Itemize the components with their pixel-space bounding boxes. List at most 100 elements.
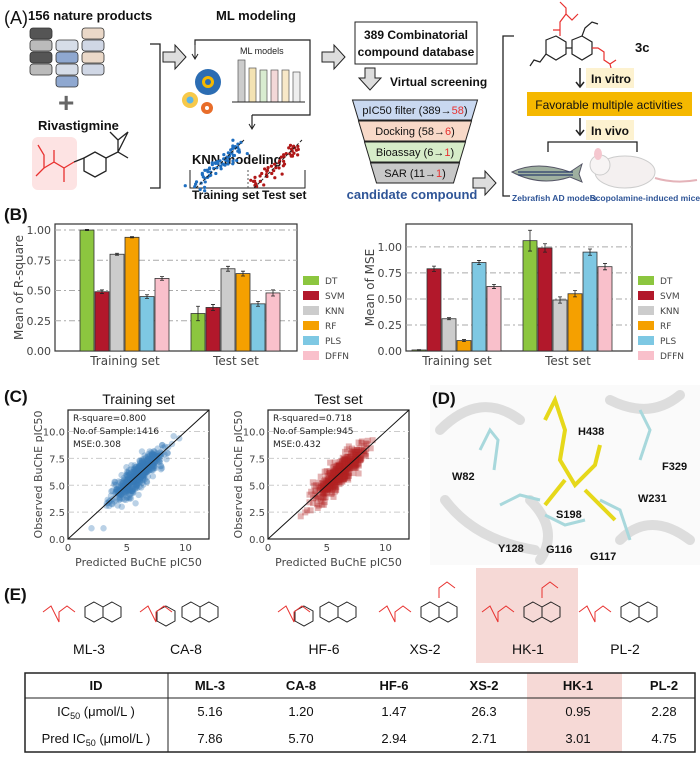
data-point [141,472,148,480]
data-point [141,462,148,469]
table-header: ML-3 [195,678,225,693]
data-point [344,475,351,482]
data-point [340,464,347,471]
data-point [326,482,333,489]
error-bar [528,229,532,252]
data-point [336,466,343,473]
data-point [297,513,304,520]
data-point [335,461,342,468]
data-point [332,476,339,483]
residue-label: W231 [638,493,667,505]
database-disk [81,39,105,52]
data-point [351,464,358,471]
data-point [355,456,362,463]
data-point [324,472,331,479]
data-point [316,485,323,492]
row-label-text: Pred IC [42,731,86,746]
data-point [347,464,354,471]
data-point [320,495,327,502]
funnel-step-count: 1 [436,168,442,180]
knn-test-point [272,169,276,173]
data-point [141,471,148,479]
data-point [341,455,348,462]
data-point [326,485,333,492]
data-point [139,462,146,470]
data-point [126,480,133,487]
data-point [125,486,132,494]
y-tick-label: 0.50 [378,293,403,306]
data-point [137,462,144,470]
data-point [124,469,132,476]
data-point [136,483,143,490]
data-point [143,457,151,464]
funnel-step [369,162,461,184]
data-point [130,474,138,481]
ring [620,601,640,623]
data-point [358,449,365,456]
data-point [345,458,352,465]
data-point [335,465,342,472]
data-point [306,491,313,498]
data-point [128,479,136,486]
data-point [345,463,352,470]
knn-test-point [282,159,286,163]
table-cell: 1.20 [288,704,313,719]
data-point [133,468,140,476]
data-point [111,498,118,505]
data-point [340,472,347,479]
data-point [350,464,357,471]
data-point [115,490,123,498]
data-point [88,525,95,532]
bar-pls [471,262,487,352]
data-point [122,476,130,484]
data-point [350,454,357,461]
data-point [117,479,124,486]
protein-ribbon [525,495,553,565]
data-point [345,464,352,471]
funnel-step-label: SAR (11→1) [384,168,446,180]
data-point [140,460,148,468]
y-tick-label: 1.00 [378,241,403,254]
data-point [346,465,353,472]
legend-swatch [303,276,319,285]
data-point [140,471,147,478]
mice-label: Scopolamine-induced mice [590,193,700,203]
data-point [327,469,334,476]
panel-b: (B) 0.00 0.25 0.50 0.75 1.00 Training set Test… [4,205,684,368]
data-point [339,470,346,477]
data-point [311,491,318,498]
data-point [367,445,374,452]
data-point [142,469,149,476]
data-point [123,494,130,501]
data-point [119,484,127,491]
ml-modeling-title: ML modeling [216,8,296,23]
data-point [352,449,359,456]
data-point [337,474,344,481]
bar-rf [124,236,140,352]
data-point [350,448,357,455]
legend-swatch [303,306,319,315]
data-point [313,495,320,502]
data-point [148,450,156,458]
y-axis-label: Observed BuChE pIC50 [32,411,45,539]
knn-test-point [262,183,266,187]
data-point [136,458,144,465]
data-point [335,476,342,483]
data-point [341,462,348,469]
data-point [138,457,146,465]
data-point [326,486,333,493]
data-point [137,462,144,470]
x-tick-label: 10 [379,543,392,554]
protein-ribbon [440,495,540,555]
data-point [134,469,142,477]
data-point [340,469,347,476]
data-point [357,454,364,461]
data-point [322,486,329,493]
knn-fit-line [195,139,245,189]
data-point [343,469,350,476]
data-point [326,477,333,484]
data-point [358,456,365,463]
data-point [154,445,161,452]
data-point [129,487,136,495]
data-point [140,473,147,480]
